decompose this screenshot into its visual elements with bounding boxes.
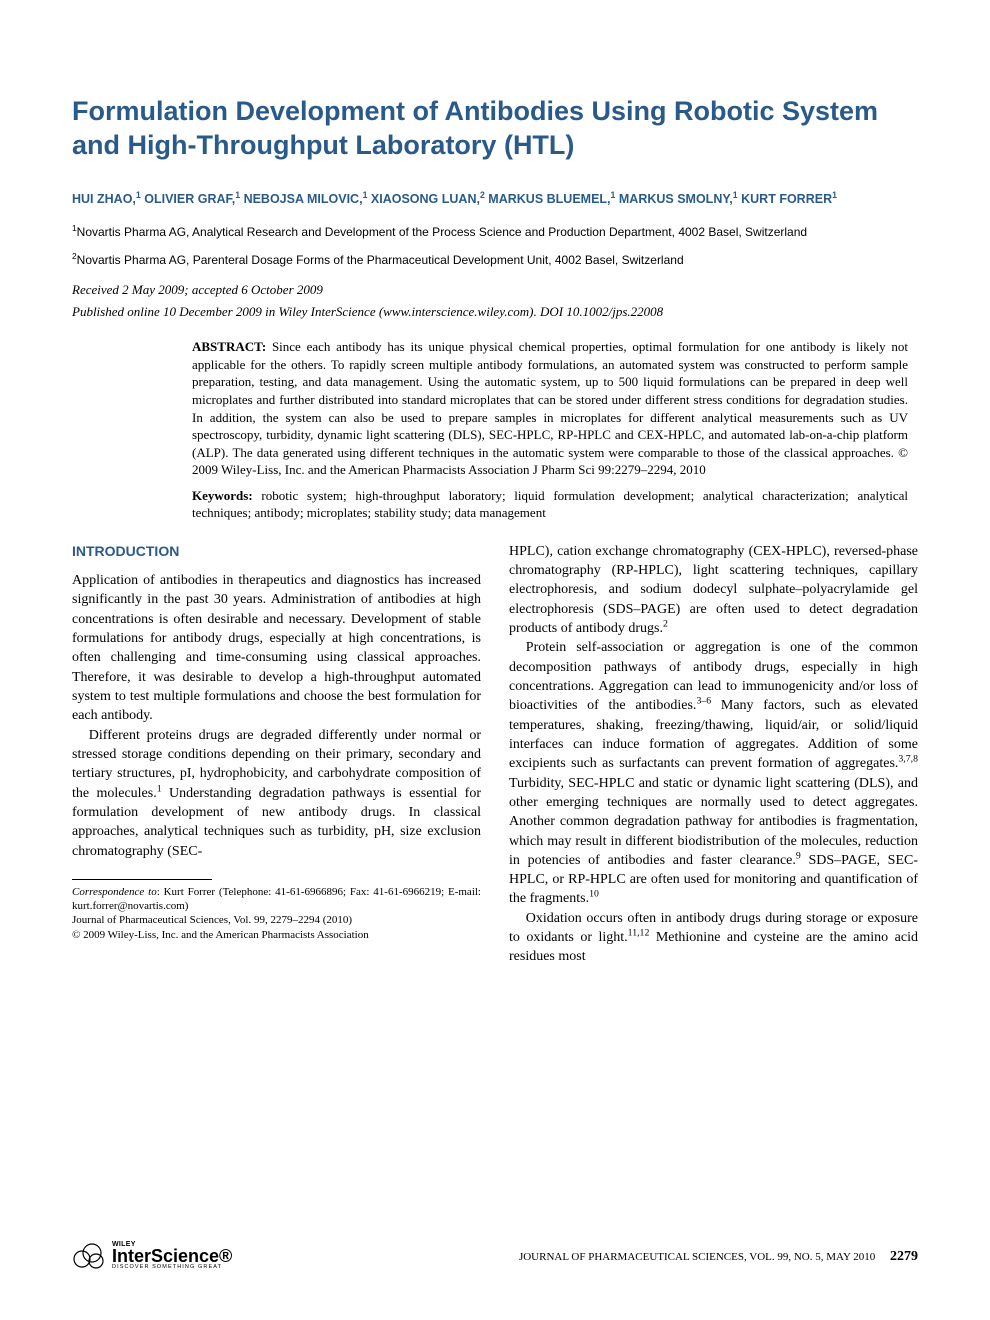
keywords: Keywords: robotic system; high-throughpu… bbox=[192, 487, 908, 522]
journal-footer-line: JOURNAL OF PHARMACEUTICAL SCIENCES, VOL.… bbox=[519, 1251, 875, 1263]
affiliation-1: 1Novartis Pharma AG, Analytical Research… bbox=[72, 224, 918, 240]
page-number: 2279 bbox=[890, 1249, 918, 1264]
page-footer: JOURNAL OF PHARMACEUTICAL SCIENCES, VOL.… bbox=[519, 1249, 918, 1265]
logo-tagline: DISCOVER SOMETHING GREAT bbox=[112, 1264, 232, 1270]
journal-citation: Journal of Pharmaceutical Sciences, Vol.… bbox=[72, 913, 481, 927]
body-paragraph: Application of antibodies in therapeutic… bbox=[72, 571, 481, 726]
abstract-text: Since each antibody has its unique physi… bbox=[192, 339, 908, 477]
column-right: HPLC), cation exchange chromatography (C… bbox=[509, 542, 918, 967]
footnote-rule bbox=[72, 879, 212, 880]
published-online: Published online 10 December 2009 in Wil… bbox=[72, 304, 918, 320]
article-title: Formulation Development of Antibodies Us… bbox=[72, 95, 918, 163]
abstract: ABSTRACT: Since each antibody has its un… bbox=[192, 338, 908, 478]
copyright-line: © 2009 Wiley-Liss, Inc. and the American… bbox=[72, 928, 481, 942]
body-paragraph: Different proteins drugs are degraded di… bbox=[72, 726, 481, 861]
affiliation-2: 2Novartis Pharma AG, Parenteral Dosage F… bbox=[72, 252, 918, 268]
body-paragraph: HPLC), cation exchange chromatography (C… bbox=[509, 542, 918, 639]
body-columns: INTRODUCTION Application of antibodies i… bbox=[72, 542, 918, 967]
body-paragraph: Protein self-association or aggregation … bbox=[509, 638, 918, 908]
received-dates: Received 2 May 2009; accepted 6 October … bbox=[72, 282, 918, 298]
authors-list: HUI ZHAO,1 OLIVIER GRAF,1 NEBOJSA MILOVI… bbox=[72, 191, 918, 209]
abstract-label: ABSTRACT: bbox=[192, 339, 266, 354]
section-heading-introduction: INTRODUCTION bbox=[72, 542, 481, 561]
logo-brand: InterScience® bbox=[112, 1248, 232, 1264]
interscience-logo-icon bbox=[72, 1241, 106, 1269]
keywords-text: robotic system; high-throughput laborato… bbox=[192, 488, 908, 521]
column-left: INTRODUCTION Application of antibodies i… bbox=[72, 542, 481, 967]
correspondence-footnote: Correspondence to: Kurt Forrer (Telephon… bbox=[72, 885, 481, 914]
body-paragraph: Oxidation occurs often in antibody drugs… bbox=[509, 909, 918, 967]
publisher-logo: WILEY InterScience® DISCOVER SOMETHING G… bbox=[72, 1241, 232, 1270]
keywords-label: Keywords: bbox=[192, 488, 253, 503]
